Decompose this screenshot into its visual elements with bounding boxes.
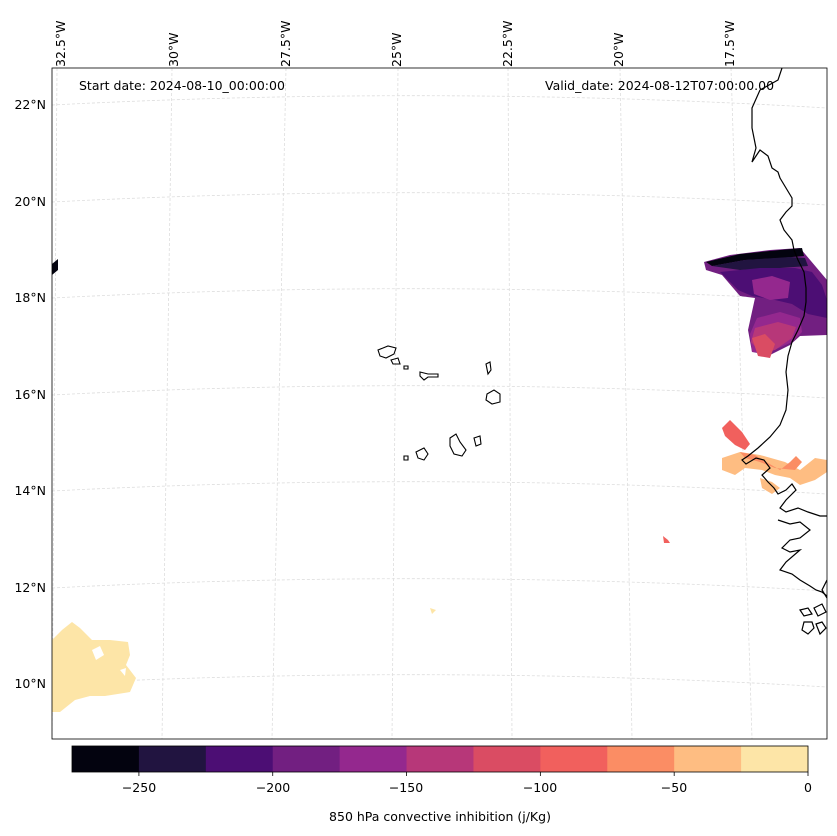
lat-label-10n: 10°N xyxy=(14,676,46,691)
guinea-coastline xyxy=(801,579,827,636)
colorbar-segment xyxy=(72,746,140,772)
island-sao-vicente xyxy=(390,357,401,365)
colorbar xyxy=(72,746,809,772)
meridian-30w xyxy=(161,68,173,739)
colorbar-segment xyxy=(138,746,207,772)
parallel-12n xyxy=(52,578,827,592)
contour-ne-dark2 xyxy=(712,257,808,270)
colorbar-segment xyxy=(272,746,341,772)
lat-label-18n: 18°N xyxy=(14,290,46,305)
parallel-10n xyxy=(52,674,827,688)
coastlines xyxy=(741,68,827,636)
colorbar-tick-label: −50 xyxy=(660,780,688,795)
colorbar-segment xyxy=(406,746,474,772)
map-frame xyxy=(51,67,828,740)
cin-contours xyxy=(52,248,827,712)
colorbar-segment xyxy=(339,746,408,772)
lat-label-12n: 12°N xyxy=(14,580,46,595)
colorbar-segment xyxy=(473,746,541,772)
lon-label-25w: 25°W xyxy=(389,32,404,67)
colorbar-tick-label: −100 xyxy=(522,780,558,795)
contour-ne-darkest xyxy=(706,248,804,266)
island-santa-luzia xyxy=(403,365,409,370)
cape-verde-islands xyxy=(377,345,501,461)
contour-speck-east xyxy=(663,536,670,543)
meridian-20w xyxy=(619,68,633,739)
lon-label-27-5w: 27.5°W xyxy=(278,20,293,67)
contour-senegal-c xyxy=(740,452,802,470)
parallel-16n xyxy=(52,385,827,399)
start-date-label: Start date: 2024-08-10_00:00:00 xyxy=(79,78,285,93)
valid-date-label: Valid_date: 2024-08-12T07:00:00.00 xyxy=(545,78,775,93)
lon-label-20w: 20°W xyxy=(611,32,626,67)
colorbar-segment xyxy=(741,746,809,772)
lat-label-22n: 22°N xyxy=(14,97,46,112)
island-sal xyxy=(485,361,492,376)
lon-label-17-5w: 17.5°W xyxy=(722,20,737,67)
meridian-17-5w xyxy=(730,68,753,739)
colorbar-segment xyxy=(205,746,274,772)
parallel-20n xyxy=(52,192,827,206)
island-santiago xyxy=(449,433,467,457)
island-fogo xyxy=(415,447,429,461)
contour-speck-central xyxy=(430,608,436,614)
island-santo-antao xyxy=(377,345,397,359)
lon-label-22-5w: 22.5°W xyxy=(500,20,515,67)
colorbar-title: 850 hPa convective inhibition (j/Kg) xyxy=(329,809,551,824)
island-maio xyxy=(473,435,482,447)
lat-label-16n: 16°N xyxy=(14,387,46,402)
colorbar-tick-label: −200 xyxy=(255,780,291,795)
contour-ne-pink xyxy=(752,334,775,358)
meridian-27-5w xyxy=(271,68,287,739)
contour-southwest-hole-a xyxy=(92,646,104,660)
lat-label-14n: 14°N xyxy=(14,483,46,498)
island-brava xyxy=(403,455,409,461)
bissagos-island-b xyxy=(813,603,827,617)
colorbar-tick-label: −250 xyxy=(121,780,157,795)
contour-senegal-b xyxy=(722,452,827,485)
colorbar-segment xyxy=(540,746,608,772)
parallel-14n xyxy=(52,481,827,495)
colorbar-tick-label: −150 xyxy=(388,780,424,795)
colorbar-frame xyxy=(71,745,809,773)
meridian-22-5w xyxy=(507,68,513,739)
island-sao-nicolau xyxy=(419,371,439,381)
contour-southwest-hole-b xyxy=(120,668,126,676)
colorbar-ticks xyxy=(138,772,809,776)
colorbar-segment xyxy=(674,746,742,772)
africa-coastline xyxy=(741,68,827,517)
lon-label-30w: 30°W xyxy=(166,32,181,67)
parallel-18n xyxy=(52,288,827,302)
map-panel xyxy=(52,68,827,739)
parallel-22n xyxy=(52,95,827,109)
contour-west-edge xyxy=(52,259,58,275)
guinea-bissau-coastline xyxy=(777,519,827,597)
lon-label-32-5w: 32.5°W xyxy=(53,20,68,67)
meridian-25w xyxy=(391,68,399,739)
contour-senegal-a xyxy=(722,420,750,450)
bissagos-island-a xyxy=(799,607,813,617)
meridian-32-5w xyxy=(52,68,58,739)
lat-label-20n: 20°N xyxy=(14,194,46,209)
island-boa-vista xyxy=(485,389,501,405)
colorbar-tick-label: 0 xyxy=(804,780,812,795)
colorbar-segment xyxy=(607,746,675,772)
contour-southwest xyxy=(52,622,136,712)
graticule xyxy=(52,68,827,739)
contour-ne-inner xyxy=(752,276,790,300)
